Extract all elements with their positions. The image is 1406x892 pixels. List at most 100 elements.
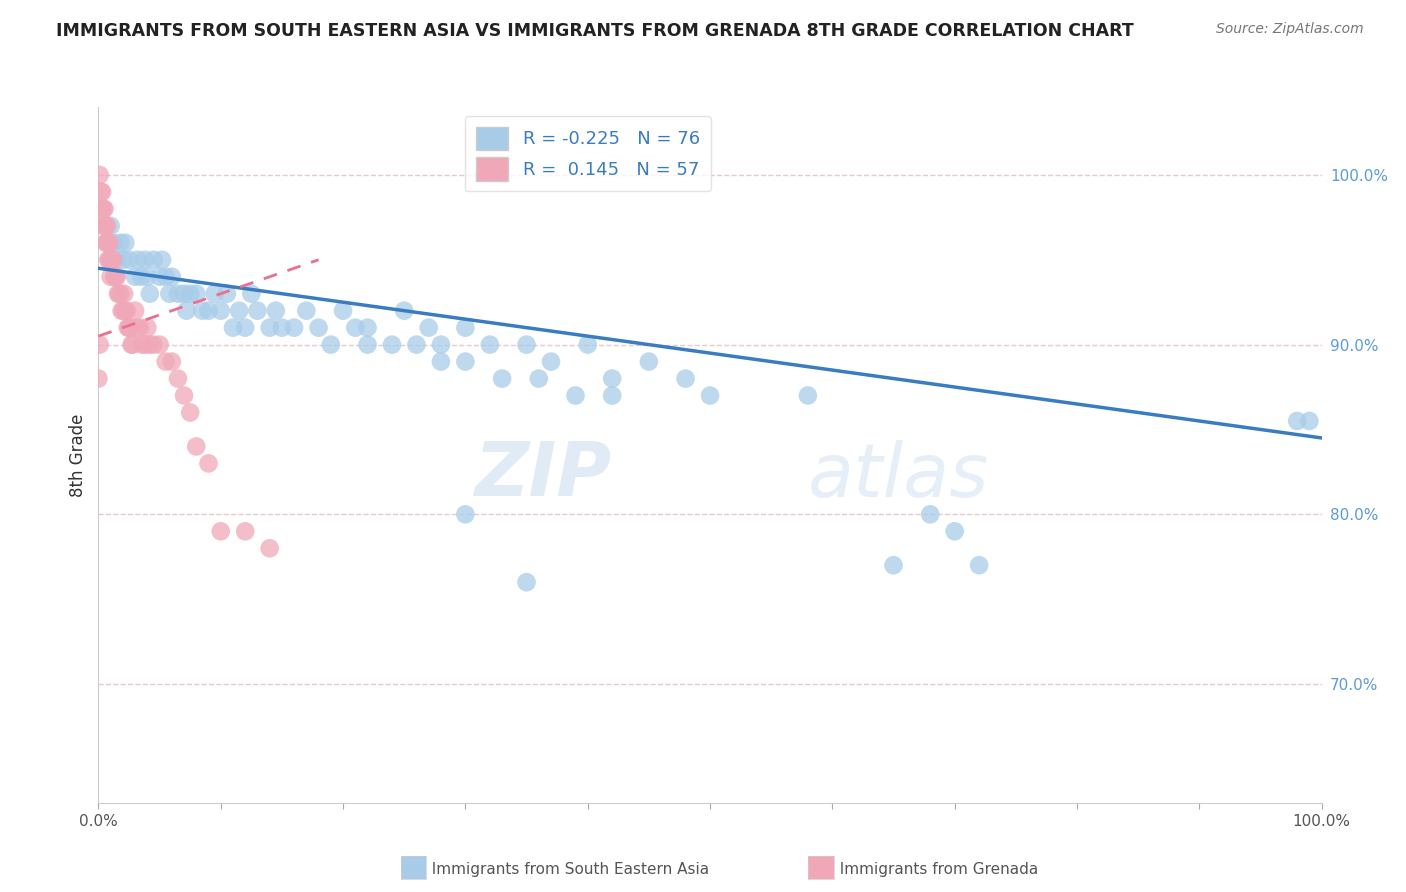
Point [136, 320, 159, 334]
Point [97, 235, 120, 250]
Point [259, 541, 281, 556]
Point [173, 388, 195, 402]
Point [356, 320, 378, 334]
Point [114, 235, 136, 250]
Point [418, 320, 440, 334]
Point [160, 354, 183, 368]
Point [209, 524, 232, 539]
Point [124, 269, 146, 284]
Point [405, 337, 427, 351]
Point [93, 219, 115, 233]
Legend: R = -0.225   N = 76, R =  0.145   N = 57: R = -0.225 N = 76, R = 0.145 N = 57 [465, 116, 710, 192]
Point [515, 337, 537, 351]
Text: atlas: atlas [808, 440, 990, 512]
Point [283, 320, 305, 334]
Point [564, 388, 586, 402]
Point [134, 337, 156, 351]
Point [246, 303, 269, 318]
Point [638, 354, 661, 368]
Point [233, 524, 256, 539]
Point [112, 286, 135, 301]
Point [107, 286, 129, 301]
Point [91, 219, 114, 233]
Point [699, 388, 721, 402]
Point [173, 286, 195, 301]
Y-axis label: 8th Grade: 8th Grade [69, 413, 87, 497]
Point [160, 269, 183, 284]
Point [454, 508, 477, 522]
Point [115, 303, 138, 318]
Point [98, 235, 121, 250]
Text: Immigrants from South Eastern Asia: Immigrants from South Eastern Asia [422, 863, 709, 877]
Point [124, 303, 146, 318]
Point [356, 337, 378, 351]
Point [264, 303, 287, 318]
Point [967, 558, 990, 573]
Point [478, 337, 501, 351]
Point [142, 337, 165, 351]
Point [392, 303, 416, 318]
Point [96, 235, 118, 250]
Point [127, 320, 149, 334]
Point [139, 337, 162, 351]
Point [127, 252, 149, 267]
Point [93, 219, 115, 233]
Text: ZIP: ZIP [475, 439, 612, 512]
Point [111, 252, 134, 267]
Point [97, 252, 120, 267]
Point [150, 252, 173, 267]
Point [157, 286, 180, 301]
Point [100, 219, 122, 233]
Point [1286, 414, 1309, 428]
Point [89, 337, 111, 351]
Point [142, 252, 165, 267]
Point [515, 575, 537, 590]
Point [120, 320, 142, 334]
Point [91, 202, 114, 216]
Point [94, 219, 117, 233]
Point [129, 320, 152, 334]
Point [943, 524, 966, 539]
Point [240, 286, 263, 301]
Point [103, 269, 125, 284]
Point [491, 371, 513, 385]
Point [118, 252, 141, 267]
Point [108, 286, 131, 301]
Point [540, 354, 562, 368]
Point [186, 439, 208, 453]
Point [576, 337, 599, 351]
Point [96, 219, 118, 233]
Point [319, 337, 342, 351]
Point [176, 303, 198, 318]
Point [131, 337, 153, 351]
Point [454, 354, 477, 368]
Point [101, 235, 124, 250]
Point [91, 185, 114, 199]
Point [136, 269, 159, 284]
Text: Source: ZipAtlas.com: Source: ZipAtlas.com [1216, 22, 1364, 37]
Point [155, 269, 177, 284]
Point [259, 320, 281, 334]
Point [675, 371, 697, 385]
Point [204, 286, 226, 301]
Point [110, 235, 132, 250]
Point [149, 337, 172, 351]
Point [110, 286, 132, 301]
Point [155, 354, 177, 368]
Point [93, 202, 115, 216]
Point [117, 320, 139, 334]
Point [332, 303, 354, 318]
Point [430, 354, 453, 368]
Point [167, 286, 190, 301]
Point [920, 508, 942, 522]
Point [105, 252, 128, 267]
Point [228, 303, 250, 318]
Text: IMMIGRANTS FROM SOUTH EASTERN ASIA VS IMMIGRANTS FROM GRENADA 8TH GRADE CORRELAT: IMMIGRANTS FROM SOUTH EASTERN ASIA VS IM… [56, 22, 1135, 40]
Point [120, 337, 142, 351]
Point [270, 320, 294, 334]
Text: Immigrants from Grenada: Immigrants from Grenada [830, 863, 1038, 877]
Point [186, 286, 208, 301]
Point [179, 286, 201, 301]
Point [100, 269, 122, 284]
Point [100, 252, 122, 267]
